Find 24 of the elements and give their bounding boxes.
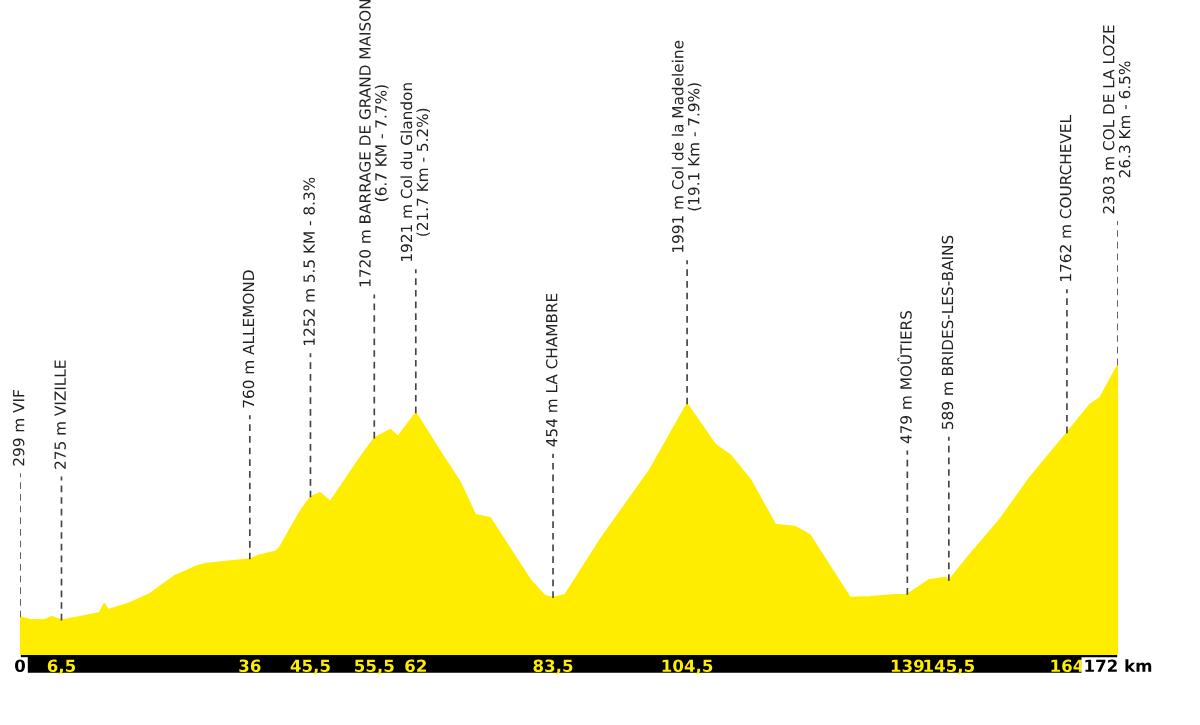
x-tick-label: 139 — [891, 659, 924, 673]
annotation: 275 m VIZILLE — [54, 360, 66, 469]
x-tick-label: 45,5 — [290, 659, 330, 675]
annotation: 1720 m BARRAGE DE GRAND MAISON (6.7 KM - 7.7%) — [359, 0, 389, 287]
annotation: 1921 m Col du Glandon (21.7 Km - 5.2%) — [400, 83, 430, 261]
x-tick-label: 172 km — [1085, 659, 1152, 672]
annotation: 299 m VIF — [12, 390, 25, 466]
x-tick-label: 0 — [15, 659, 25, 673]
x-tick-label: 36 — [239, 659, 261, 673]
x-tick-label: 145,5 — [924, 659, 975, 675]
x-tick-label: 55,5 — [355, 659, 394, 675]
annotation: 1252 m 5.5 KM - 8.3% — [303, 177, 315, 346]
annotation: 1991 m Col de la Madeleine (19.1 Km - 7.9%) — [671, 40, 702, 252]
annotation: 479 m MOÛTIERS — [897, 310, 912, 444]
x-tick-label: 104,5 — [662, 659, 713, 675]
annotation: 1762 m COURCHEVEL — [1059, 115, 1072, 281]
x-tick-label: 83,5 — [533, 659, 573, 675]
x-tick-label: 6,5 — [47, 659, 76, 675]
x-tick-label: 164 — [1051, 659, 1084, 673]
annotation: 2303 m COL DE LA LOZE 26.3 Km - 6.5% — [1102, 25, 1131, 214]
annotation: 760 m ALLEMOND — [242, 270, 255, 408]
x-tick-label: 62 — [405, 659, 426, 673]
annotation: 454 m LA CHAMBRE — [545, 293, 558, 447]
annotation: 589 m BRIDES-LES-BAINS — [941, 235, 954, 429]
